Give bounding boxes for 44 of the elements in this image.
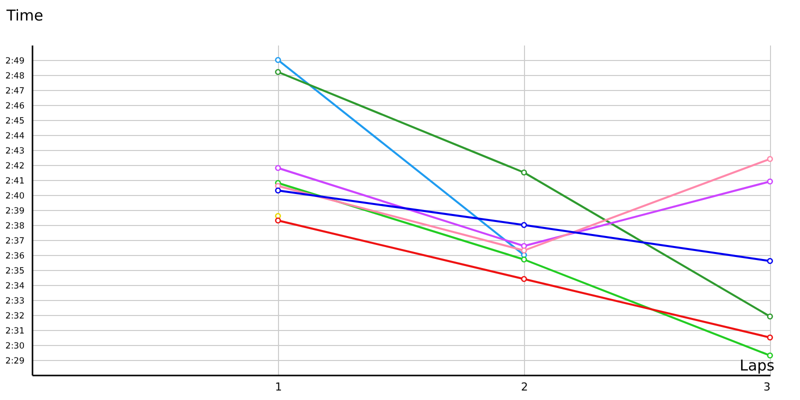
point <box>521 170 527 176</box>
x-axis-title: Laps <box>740 356 775 374</box>
point <box>275 183 281 189</box>
y-tick-label: 2:45 <box>5 116 24 126</box>
y-tick-label: 2:44 <box>5 132 24 142</box>
y-tick-label: 2:29 <box>5 356 24 366</box>
x-tick-label: 1 <box>275 380 282 394</box>
point <box>275 57 281 63</box>
y-tick-label: 2:43 <box>5 146 24 156</box>
point <box>767 258 773 264</box>
y-tick-label: 2:33 <box>5 296 24 306</box>
y-tick-label: 2:41 <box>5 176 24 186</box>
y-tick-label: 2:49 <box>5 56 24 66</box>
y-tick-label: 2:40 <box>5 192 24 202</box>
x-tick-label: 3 <box>764 380 770 394</box>
y-tick-label: 2:35 <box>5 266 24 276</box>
point <box>521 276 527 282</box>
y-tick-label: 2:32 <box>5 312 24 322</box>
y-tick-label: 2:36 <box>5 252 24 262</box>
y-tick-label: 2:39 <box>5 206 24 216</box>
y-tick-label: 2:47 <box>5 86 24 96</box>
point <box>521 222 527 228</box>
y-tick-label: 2:38 <box>5 222 24 232</box>
y-tick-label: 2:34 <box>5 282 24 292</box>
point <box>521 256 527 262</box>
point <box>275 165 281 171</box>
point <box>275 218 281 224</box>
point <box>521 243 527 249</box>
y-tick-label: 2:46 <box>5 102 24 112</box>
y-axis-title: Time <box>6 6 44 24</box>
point <box>275 69 281 75</box>
point <box>767 314 773 320</box>
y-tick-label: 2:37 <box>5 236 24 246</box>
point <box>767 352 773 358</box>
y-tick-label: 2:42 <box>5 162 24 172</box>
x-tick-label: 2 <box>521 380 528 394</box>
point <box>767 334 773 340</box>
point <box>767 178 773 184</box>
y-tick-label: 2:30 <box>5 342 24 352</box>
y-tick-label: 2:31 <box>5 326 24 336</box>
point <box>767 156 773 162</box>
y-tick-label: 2:48 <box>5 72 24 82</box>
point <box>275 188 281 194</box>
point <box>521 248 527 254</box>
